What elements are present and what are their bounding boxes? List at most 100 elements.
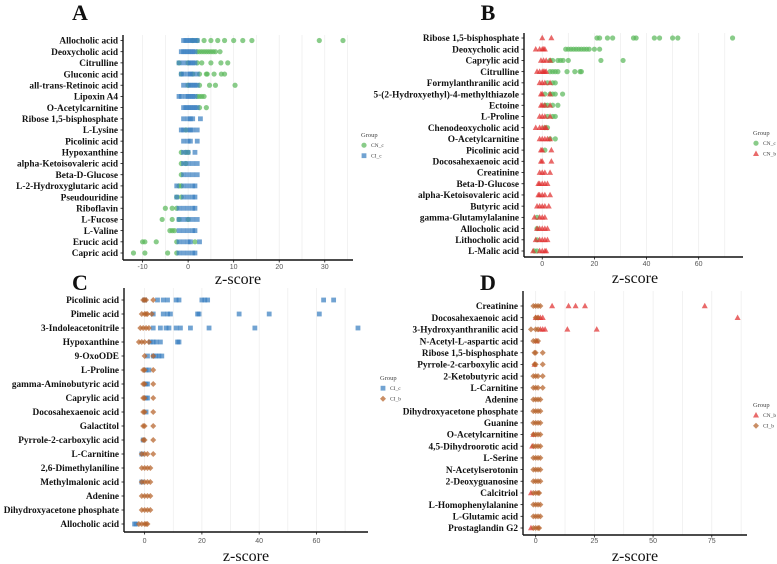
data-point-ci-c	[331, 297, 337, 303]
x-axis-label: z-score	[612, 548, 658, 564]
legend-label: CN_c	[371, 143, 384, 149]
legend-title: Group	[753, 402, 770, 409]
data-point-ci-c	[176, 60, 182, 66]
data-point-ci-c	[192, 205, 198, 211]
data-point-ci-b	[150, 367, 157, 373]
data-point-cn-c	[340, 37, 346, 44]
data-point-ci-c	[181, 149, 186, 155]
category-label: Calcitriol	[480, 489, 518, 499]
data-point-cn-c	[171, 228, 178, 234]
category-label: Lithocholic acid	[455, 236, 520, 246]
panel-d: 0 25 50 75 Creatinine Docosahexaenoic acid 3-H…	[403, 270, 777, 564]
category-label: Ribose 1,5-bisphosphate	[422, 349, 518, 359]
x-tick-label: 20	[198, 538, 206, 545]
data-point-ci-c	[185, 228, 191, 234]
data-point-cn-b	[701, 302, 708, 309]
category-label: Galactitol	[80, 422, 120, 432]
data-point-ci-c	[150, 325, 156, 331]
category-label: 9-OxoODE	[75, 352, 119, 362]
x-tick-label: 60	[695, 261, 703, 268]
category-label: O-Acetylcarnitine	[47, 104, 118, 114]
category-label: Riboflavin	[76, 204, 119, 214]
legend-marker-ci-b	[753, 422, 759, 429]
data-point-cn-c	[169, 216, 175, 223]
data-point-ci-b	[141, 367, 148, 373]
data-point-cn-b	[532, 46, 539, 52]
data-point-cn-c	[142, 239, 148, 245]
data-point-ci-b	[141, 395, 148, 401]
data-point-ci-b	[141, 437, 148, 443]
category-label: Deoxycholic acid	[51, 48, 119, 58]
panel-c: 0 20 40 60 Picolinic acid Pimelic acid 3-Indol…	[4, 270, 402, 564]
data-point-ci-b	[537, 431, 544, 438]
data-point-ci-c	[176, 239, 182, 245]
data-point-cn-b	[547, 191, 554, 198]
data-point-ci-b	[537, 454, 544, 461]
data-point-ci-b	[141, 339, 148, 345]
x-tick-label: 40	[255, 538, 263, 545]
data-point-cn-c	[204, 71, 210, 77]
x-tick-label: 50	[649, 538, 657, 545]
category-label: Adenine	[485, 396, 518, 406]
data-point-ci-b	[145, 339, 152, 345]
category-label: Butyric acid	[470, 202, 520, 212]
data-point-ci-b	[537, 501, 544, 508]
data-point-cn-c	[142, 250, 148, 256]
data-point-ci-b	[539, 384, 546, 391]
category-label: Guanine	[484, 419, 518, 429]
data-point-ci-b	[536, 489, 543, 496]
data-point-ci-c	[252, 325, 258, 331]
data-point-ci-c	[165, 297, 170, 303]
data-point-ci-c	[190, 172, 196, 178]
data-point-ci-c	[185, 217, 191, 222]
data-point-ci-c	[194, 38, 200, 43]
data-point-ci-c	[316, 311, 322, 317]
legend-label: CI_b	[390, 397, 401, 403]
data-point-cn-b	[547, 90, 554, 97]
x-axis-label: z-score	[612, 270, 658, 287]
data-point-cn-c	[201, 37, 207, 44]
data-point-ci-c	[160, 297, 166, 303]
legend-marker-ci-c	[361, 153, 367, 159]
data-point-cn-b	[541, 191, 548, 198]
legend-label: CI_b	[763, 424, 774, 430]
category-label: Ectoine	[489, 101, 519, 111]
category-label: gamma-Glutamylalanine	[420, 214, 519, 224]
data-point-ci-b	[537, 513, 544, 520]
data-point-cn-b	[565, 302, 572, 309]
data-point-cn-b	[543, 247, 550, 254]
data-point-ci-b	[150, 423, 157, 429]
data-point-ci-c	[153, 339, 159, 345]
data-point-ci-c	[196, 311, 202, 317]
data-point-ci-b	[539, 361, 546, 368]
data-point-ci-c	[188, 239, 193, 245]
category-label: Adenine	[86, 492, 119, 502]
data-point-ci-c	[167, 311, 173, 317]
data-point-cn-c	[591, 46, 597, 52]
data-point-cn-b	[531, 214, 538, 220]
data-point-ci-c	[166, 325, 172, 331]
data-point-ci-c	[181, 161, 186, 166]
data-point-ci-c	[160, 311, 166, 317]
category-label: Allocholic acid	[460, 225, 519, 235]
data-point-cn-c	[675, 35, 681, 41]
data-point-ci-b	[144, 521, 151, 527]
data-point-cn-c	[218, 60, 224, 66]
data-point-cn-b	[532, 124, 539, 130]
data-point-ci-c	[176, 217, 182, 222]
data-point-ci-c	[190, 127, 196, 133]
data-point-cn-b	[542, 326, 549, 332]
data-point-cn-c	[555, 102, 561, 108]
data-point-ci-b	[539, 349, 546, 356]
legend-label: CN_b	[763, 413, 776, 419]
data-point-ci-c	[181, 239, 186, 245]
category-label: Picolinic acid	[466, 146, 520, 156]
x-tick-label: 40	[643, 261, 651, 268]
data-point-ci-c	[192, 228, 198, 234]
data-point-cn-c	[552, 136, 558, 142]
data-point-cn-c	[597, 35, 603, 41]
data-point-ci-c	[181, 228, 186, 234]
data-point-ci-b	[144, 311, 151, 317]
data-point-ci-c	[159, 353, 165, 359]
data-point-ci-c	[192, 149, 198, 155]
